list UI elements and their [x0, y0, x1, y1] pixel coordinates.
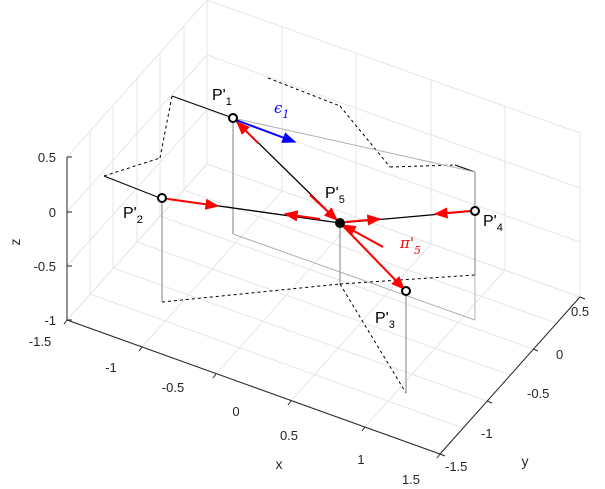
- point-markers: [157, 113, 480, 296]
- y-tick-label: 0: [556, 347, 563, 362]
- arrow-p4-in: [344, 214, 382, 226]
- y-axis-label: y: [522, 453, 529, 469]
- x-tick-label: -0.5: [162, 380, 184, 395]
- y-tick-label: -1.5: [445, 459, 467, 474]
- red-arrows: [167, 121, 471, 291]
- x-tick-label: 0: [232, 404, 239, 419]
- z-axis-label: z: [7, 239, 23, 246]
- label-p1: P'1: [212, 87, 232, 108]
- x-tick-label: 1: [357, 452, 364, 467]
- x-tick-label: 1.5: [402, 472, 420, 487]
- x-tick-label: -1.5: [29, 334, 51, 349]
- point-p5-marker: [335, 218, 345, 228]
- arrow-p2-in: [283, 210, 321, 222]
- x-tick-labels: -1.5 -1 -0.5 0 0.5 1 1.5: [29, 334, 420, 487]
- label-p3: P'3: [375, 310, 395, 331]
- x-axis-line: [66, 319, 441, 455]
- tick-marks: [63, 156, 586, 459]
- label-p5: P'5: [325, 185, 345, 206]
- point-p3-marker: [401, 286, 411, 296]
- x-axis-label: x: [276, 456, 283, 472]
- point-p1-marker: [228, 113, 238, 123]
- drop-lines: [161, 118, 476, 393]
- point-p4-marker: [470, 206, 480, 216]
- z-tick-label: -0.5: [34, 259, 56, 274]
- arrow-epsilon: [235, 119, 297, 143]
- arrow-p1-in: [309, 194, 339, 221]
- z-tick-label: 0: [49, 205, 56, 220]
- z-tick-labels: 0.5 0 -0.5 -1: [34, 150, 56, 328]
- label-epsilon: ϵ1: [274, 99, 289, 121]
- x-tick-label: -1: [105, 360, 117, 375]
- wall-projection: [103, 77, 456, 177]
- arrow-p2-out: [167, 198, 220, 210]
- label-p4: P'4: [483, 213, 503, 234]
- y-axis-line: [439, 296, 581, 455]
- floor-projection: [161, 274, 476, 394]
- y-tick-labels: -1.5 -1 -0.5 0 0.5: [445, 304, 589, 474]
- grid: [66, 0, 581, 455]
- point-p2-marker: [157, 193, 167, 203]
- floor-box: [232, 117, 476, 321]
- axes-lines: [66, 157, 581, 455]
- arrow-p3-out: [342, 225, 405, 291]
- z-tick-label: -1: [44, 313, 56, 328]
- y-tick-label: -1: [481, 426, 493, 441]
- y-tick-label: 0.5: [571, 304, 589, 319]
- arrow-p4-out: [433, 207, 471, 219]
- label-p2: P'2: [123, 205, 143, 226]
- z-tick-label: 0.5: [38, 150, 56, 165]
- arrow-pi5: [341, 224, 384, 248]
- y-tick-label: -0.5: [527, 386, 549, 401]
- label-pi5: π'5: [399, 234, 421, 257]
- x-tick-label: 0.5: [280, 428, 298, 443]
- arrow-p1-out: [236, 121, 259, 144]
